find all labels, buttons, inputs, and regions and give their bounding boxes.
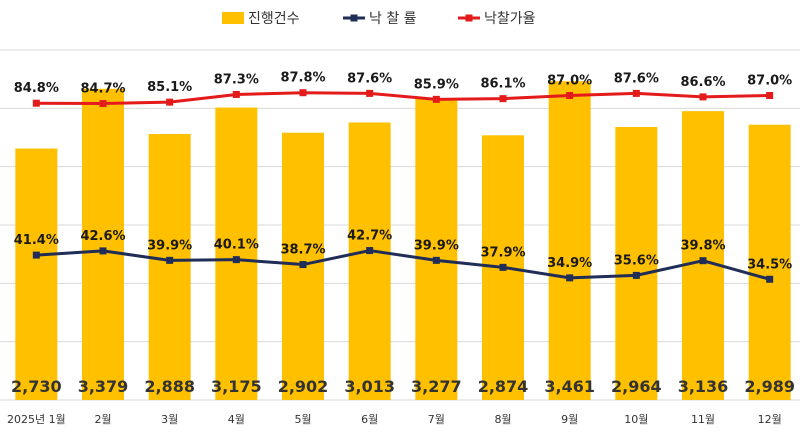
series-marker	[99, 247, 107, 255]
bar	[215, 107, 258, 400]
series-marker	[566, 274, 574, 282]
legend-label: 진행건수	[248, 11, 300, 27]
series-marker	[166, 98, 174, 106]
bar	[615, 127, 658, 400]
line-series	[32, 89, 774, 283]
line-value-label: 86.6%	[680, 75, 725, 90]
bar	[415, 98, 458, 400]
line-value-label: 38.7%	[280, 243, 325, 258]
bar-value-label: 3,013	[344, 377, 395, 396]
legend-marker	[350, 14, 358, 22]
series-line	[36, 249, 771, 281]
series-marker	[299, 261, 307, 269]
series-marker	[499, 95, 507, 103]
line-value-label: 34.9%	[547, 256, 592, 271]
bar-value-label: 2,989	[744, 377, 795, 396]
legend-label: 낙 찰 률	[369, 11, 417, 27]
line-value-label: 87.0%	[747, 74, 792, 89]
line-value-label: 87.0%	[547, 74, 592, 89]
series-marker	[766, 92, 774, 99]
bar	[548, 81, 591, 400]
line-value-label: 87.6%	[614, 71, 659, 86]
bar-value-label: 3,461	[544, 377, 595, 396]
bar-series	[15, 81, 791, 401]
bar-value-label: 3,277	[411, 377, 462, 396]
line-value-label: 37.9%	[480, 245, 525, 260]
bar-value-label: 2,874	[478, 377, 529, 396]
line-value-label: 40.1%	[214, 238, 259, 253]
bar-value-label: 2,902	[278, 377, 329, 396]
series-marker	[432, 256, 440, 264]
line-value-label: 39.8%	[680, 239, 725, 254]
bar	[82, 88, 124, 401]
x-tick-label: 7월	[428, 413, 445, 426]
line-value-label: 85.1%	[147, 80, 192, 95]
series-line	[36, 91, 770, 106]
bar-value-label: 3,136	[678, 377, 729, 396]
bar-value-label: 2,888	[144, 377, 195, 396]
legend-swatch	[222, 12, 244, 24]
x-tick-label: 10월	[624, 413, 648, 426]
series-marker	[99, 100, 107, 108]
series-marker	[632, 271, 640, 279]
x-tick-label: 6월	[361, 413, 378, 426]
series-marker	[32, 99, 40, 107]
x-tick-label: 8월	[494, 413, 511, 426]
x-tick-label: 9월	[561, 413, 578, 426]
legend: 진행건수 낙 찰 률 낙찰가율	[222, 11, 536, 27]
bar-value-labels: 2,730 3,379 2,888 3,175 2,902 3,013 3,277 2,874…	[11, 377, 795, 396]
series-marker	[366, 247, 374, 255]
line-value-label: 41.4%	[14, 233, 59, 248]
line-value-label: 42.7%	[347, 229, 392, 244]
line-value-label: 35.6%	[614, 253, 659, 268]
series-marker	[299, 89, 307, 97]
line-value-label: 85.9%	[414, 77, 459, 92]
bar	[15, 148, 58, 400]
series-marker	[232, 256, 240, 264]
x-tick-label: 2월	[94, 413, 111, 426]
series-marker	[499, 263, 507, 271]
line-value-label: 34.5%	[747, 257, 792, 272]
bar	[748, 124, 791, 401]
series-marker	[432, 95, 440, 103]
bar	[682, 111, 724, 400]
x-tick-label: 3월	[161, 413, 178, 426]
x-tick-label: 4월	[228, 413, 245, 426]
series-marker	[699, 257, 707, 265]
legend-marker	[465, 14, 473, 22]
series-marker	[232, 90, 240, 98]
series-marker	[166, 256, 174, 264]
bar-value-label: 2,730	[11, 377, 62, 396]
line-value-label: 42.6%	[80, 229, 125, 244]
line-value-label: 84.7%	[80, 82, 125, 97]
bar-value-label: 3,379	[78, 377, 129, 396]
series-marker	[699, 93, 707, 101]
bar-value-label: 2,964	[611, 377, 662, 396]
line-value-label: 39.9%	[147, 238, 192, 253]
legend-label: 낙찰가율	[484, 11, 536, 27]
line-value-label: 84.8%	[14, 81, 59, 96]
bar	[148, 134, 191, 400]
x-tick-label: 11월	[691, 413, 715, 426]
series-marker	[632, 89, 640, 97]
x-tick-label: 2025년 1월	[7, 413, 66, 426]
line-value-label: 87.3%	[214, 72, 259, 87]
series-marker	[766, 275, 774, 283]
line-value-labels: 41.4% 42.6% 39.9% 40.1% 38.7% 42.7% 39.9% 37.9%…	[14, 71, 792, 273]
series-marker	[32, 251, 40, 259]
line-value-label: 39.9%	[414, 238, 459, 253]
series-marker	[566, 92, 574, 99]
line-value-label: 87.6%	[347, 71, 392, 86]
series-marker	[366, 89, 374, 97]
gridlines	[0, 49, 800, 401]
x-tick-label: 12월	[758, 413, 782, 426]
line-value-label: 86.1%	[480, 77, 525, 92]
line-value-label: 87.8%	[280, 71, 325, 86]
bar	[348, 122, 391, 400]
x-tick-label: 5월	[294, 413, 311, 426]
x-axis: 2025년 1월 2월 3월 4월 5월 6월 7월 8월 9월 10월 11월 12월	[7, 413, 782, 426]
bar-value-label: 3,175	[211, 377, 262, 396]
